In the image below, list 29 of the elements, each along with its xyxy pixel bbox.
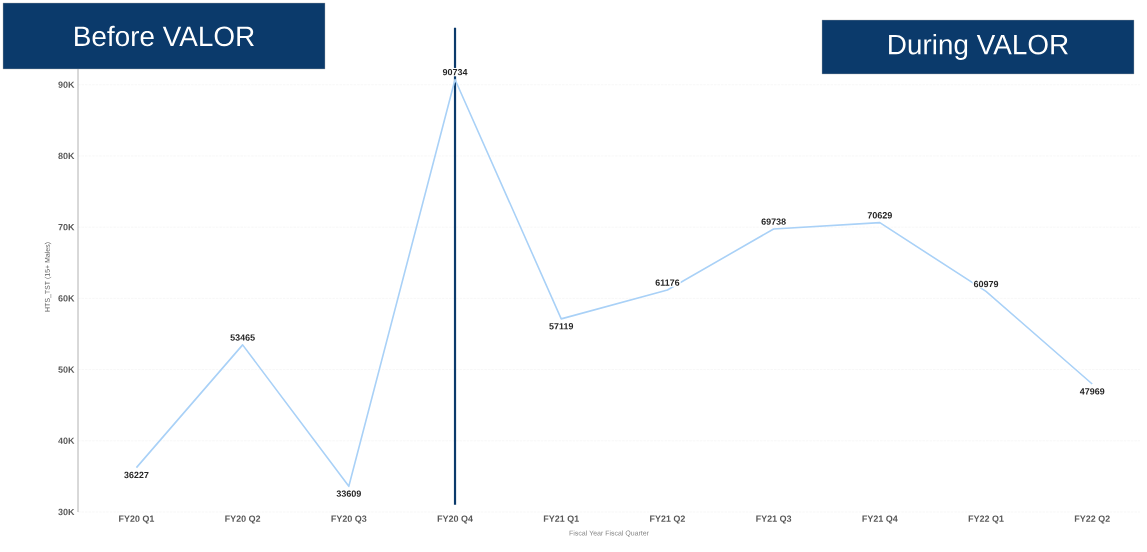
data-label: 53465 xyxy=(230,334,255,341)
y-tick-label: 30K xyxy=(58,508,75,516)
data-label: 90734 xyxy=(442,68,468,76)
y-tick-label: 70K xyxy=(58,223,75,231)
x-tick-label: FY20 Q4 xyxy=(437,515,473,524)
x-tick-label: FY22 Q1 xyxy=(968,515,1004,524)
x-tick-label: FY21 Q3 xyxy=(756,515,792,524)
y-tick-label: 40K xyxy=(58,437,75,444)
data-label: 69738 xyxy=(761,218,786,225)
data-label: 70629 xyxy=(867,212,892,219)
x-tick-label: FY20 Q1 xyxy=(119,515,155,524)
y-tick-label: 50K xyxy=(58,366,75,373)
x-tick-label: FY21 Q1 xyxy=(543,515,579,524)
x-tick-label: FY20 Q2 xyxy=(225,515,261,524)
data-label: 60979 xyxy=(973,280,999,288)
x-tick-label: FY21 Q2 xyxy=(650,515,685,524)
y-tick-label: 80K xyxy=(58,152,75,160)
x-tick-label: FY21 Q4 xyxy=(862,515,898,524)
y-tick-label: 90K xyxy=(58,81,75,88)
x-tick-label: FY20 Q3 xyxy=(331,515,367,524)
data-label: 33609 xyxy=(336,490,361,497)
data-label: 36227 xyxy=(124,471,149,479)
annotation: Before VALOR xyxy=(75,25,254,47)
x-tick-label: FY22 Q2 xyxy=(1074,515,1110,524)
data-label: 61176 xyxy=(655,279,680,286)
data-label: 57119 xyxy=(549,323,574,330)
annotation: During VALOR xyxy=(889,34,1068,60)
y-tick-label: 60K xyxy=(58,295,75,302)
data-label: 47969 xyxy=(1079,388,1105,395)
